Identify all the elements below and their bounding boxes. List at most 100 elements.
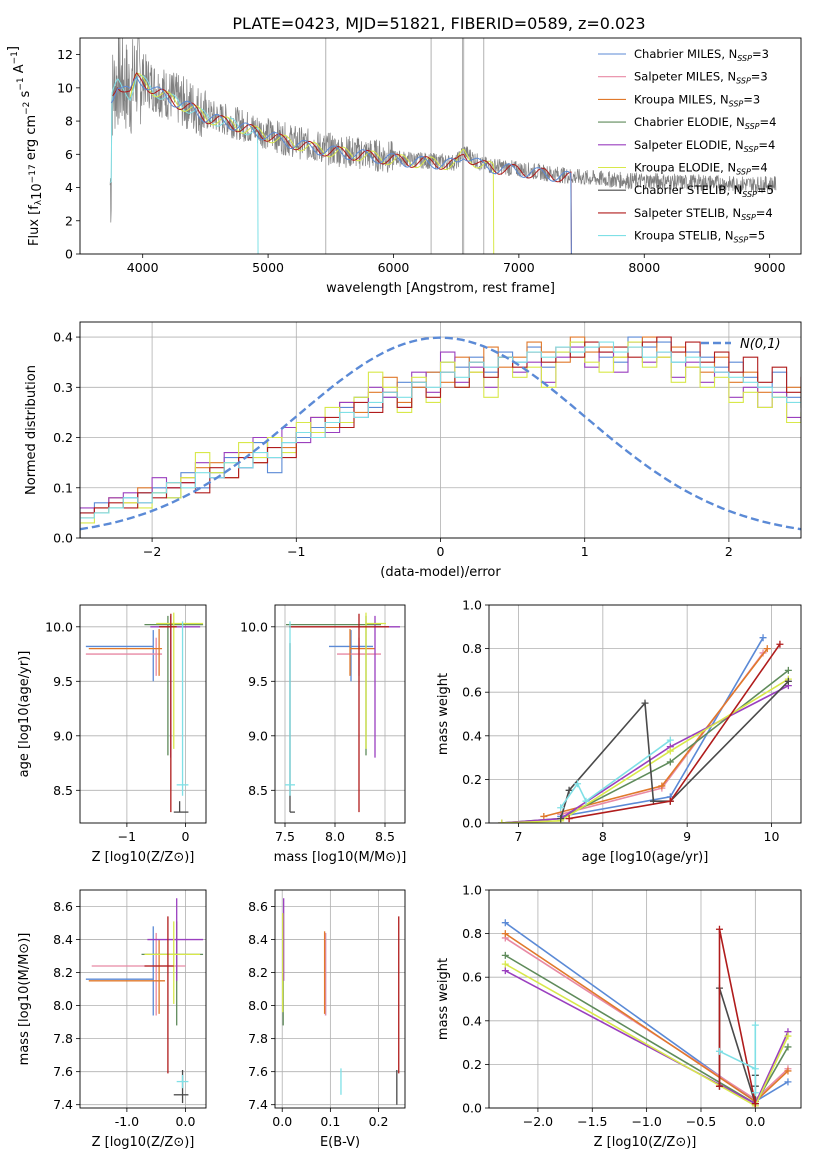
axes-spectrum: 4000 5000 6000 7000 8000 9000 0 2 4 6 8 10 12 wavelen… bbox=[6, 37, 802, 296]
weight-marker bbox=[784, 1067, 792, 1075]
weight-marker bbox=[751, 1089, 759, 1097]
x-tick-label: 4000 bbox=[127, 260, 159, 275]
weight-line bbox=[543, 648, 768, 818]
y-tick-label: 0.2 bbox=[462, 772, 482, 787]
y-tick-label: 8.0 bbox=[248, 998, 268, 1013]
x-tick-label: 1 bbox=[581, 544, 589, 559]
legend-label-part: =4 bbox=[758, 138, 775, 152]
legend-label-part: SSP bbox=[736, 77, 751, 86]
plot-area-residuals bbox=[80, 336, 801, 538]
legend-label-part: SSP bbox=[737, 54, 752, 63]
y-tick-label: 0.3 bbox=[53, 380, 73, 395]
weight-marker bbox=[751, 1065, 759, 1073]
x-tick-label: −2.0 bbox=[523, 1114, 553, 1129]
y-tick-label: 9.0 bbox=[53, 728, 73, 743]
y-tick-label: 7.6 bbox=[248, 1064, 268, 1079]
axes-weight-vs-age: 7 8 9 10 0.0 0.2 0.4 0.6 0.8 1.0 age [log10(age/yr… bbox=[436, 598, 802, 865]
y-tick-label: 4 bbox=[65, 180, 73, 195]
weight-marker bbox=[784, 677, 792, 685]
weight-line bbox=[718, 929, 757, 1104]
weight-marker bbox=[574, 780, 582, 788]
y-tick-label: 0.0 bbox=[462, 1101, 482, 1116]
model-spectrum-line bbox=[109, 75, 259, 254]
histogram-step bbox=[80, 341, 801, 538]
weight-marker bbox=[715, 1082, 723, 1090]
weight-marker bbox=[641, 699, 649, 707]
y-tick-label: 8.4 bbox=[248, 932, 268, 947]
axes-residuals: −2 −1 0 1 2 0.0 0.1 0.2 0.3 0.4 (data-model)/error… bbox=[24, 321, 802, 580]
x-tick-label: −0.5 bbox=[686, 1114, 716, 1129]
model-spectrum-line bbox=[110, 76, 572, 254]
y-axis-label: mass weight bbox=[436, 673, 451, 755]
y-tick-label: 0.0 bbox=[462, 816, 482, 831]
y-axis-label-part: 10 bbox=[30, 183, 45, 200]
plot-area-weight-vs-Z bbox=[501, 919, 792, 1108]
x-axis-label: Z [log10(Z/Z⊙)] bbox=[594, 1135, 697, 1150]
y-tick-label: 7.8 bbox=[248, 1031, 268, 1046]
legend-label: Kroupa STELIB, NSSP=5 bbox=[634, 229, 765, 245]
legend-label-part: SSP bbox=[742, 190, 757, 199]
y-axis-label-part: −1 bbox=[16, 77, 26, 90]
x-tick-label: 9 bbox=[683, 829, 691, 844]
y-tick-label: 8 bbox=[65, 114, 73, 129]
weight-marker bbox=[666, 747, 674, 755]
data-spectrum-line bbox=[109, 38, 777, 223]
legend-label-part: SSP bbox=[741, 213, 756, 222]
legend-label: Kroupa MILES, NSSP=3 bbox=[634, 92, 760, 108]
weight-line bbox=[559, 680, 789, 819]
legend-label: Chabrier ELODIE, NSSP=4 bbox=[634, 115, 776, 131]
x-tick-label: −1 bbox=[118, 829, 136, 844]
legend-label: Kroupa ELODIE, NSSP=4 bbox=[634, 161, 768, 177]
x-tick-label: -1.0 bbox=[115, 1114, 139, 1129]
legend-label-part: SSP bbox=[734, 236, 749, 245]
legend-label-part: Kroupa STELIB, N bbox=[634, 229, 734, 243]
legend-label-part: Kroupa MILES, N bbox=[634, 92, 729, 106]
axes-frame bbox=[488, 889, 802, 1109]
x-tick-label: −1.5 bbox=[577, 1114, 607, 1129]
y-tick-label: 0.6 bbox=[462, 970, 482, 985]
y-axis-label-part: −17 bbox=[28, 164, 38, 183]
weight-marker bbox=[501, 960, 509, 968]
y-axis-label: age [log10(age/yr)] bbox=[17, 651, 32, 778]
weight-marker bbox=[501, 919, 509, 927]
x-tick-label: 7 bbox=[515, 829, 523, 844]
x-tick-label: 8000 bbox=[628, 260, 660, 275]
legend-label: Salpeter MILES, NSSP=3 bbox=[634, 70, 768, 86]
x-tick-label: 0.0 bbox=[272, 1114, 292, 1129]
weight-line bbox=[719, 1025, 757, 1093]
y-tick-label: 8.4 bbox=[53, 932, 73, 947]
weight-marker bbox=[784, 1078, 792, 1086]
y-axis-label-part: A bbox=[12, 64, 27, 77]
y-tick-label: 8.2 bbox=[248, 965, 268, 980]
legend-label-part: =3 bbox=[752, 47, 769, 61]
legend-label: Chabrier STELIB, NSSP=5 bbox=[634, 183, 774, 199]
y-tick-label: 12 bbox=[57, 47, 73, 62]
weight-marker bbox=[557, 804, 565, 812]
y-tick-label: 9.5 bbox=[248, 674, 268, 689]
y-tick-label: 9.5 bbox=[53, 674, 73, 689]
y-tick-label: 8.5 bbox=[53, 783, 73, 798]
legend-label: Chabrier MILES, NSSP=3 bbox=[634, 47, 769, 63]
legend-label-part: Chabrier MILES, N bbox=[634, 47, 737, 61]
weight-marker bbox=[498, 819, 506, 823]
weight-marker bbox=[666, 797, 674, 805]
x-axis-label: wavelength [Angstrom, rest frame] bbox=[326, 281, 555, 296]
x-tick-label: 10 bbox=[764, 829, 780, 844]
axes-frame bbox=[79, 37, 802, 255]
x-tick-label: 5000 bbox=[252, 260, 284, 275]
x-tick-label: 9000 bbox=[754, 260, 786, 275]
legend-label-part: Salpeter MILES, N bbox=[634, 70, 736, 84]
weight-line bbox=[501, 678, 789, 823]
weight-marker bbox=[715, 925, 723, 933]
x-tick-label: 6000 bbox=[378, 260, 410, 275]
legend-label-part: Salpeter ELODIE, N bbox=[634, 138, 744, 152]
y-tick-label: 0.4 bbox=[462, 728, 482, 743]
y-tick-label: 0.4 bbox=[53, 330, 73, 345]
y-tick-label: 7.4 bbox=[248, 1097, 268, 1112]
weight-marker bbox=[759, 634, 767, 642]
weight-marker bbox=[565, 815, 573, 823]
legend-label-part: =5 bbox=[757, 183, 774, 197]
weight-marker bbox=[784, 666, 792, 674]
y-tick-label: 10.0 bbox=[240, 619, 268, 634]
